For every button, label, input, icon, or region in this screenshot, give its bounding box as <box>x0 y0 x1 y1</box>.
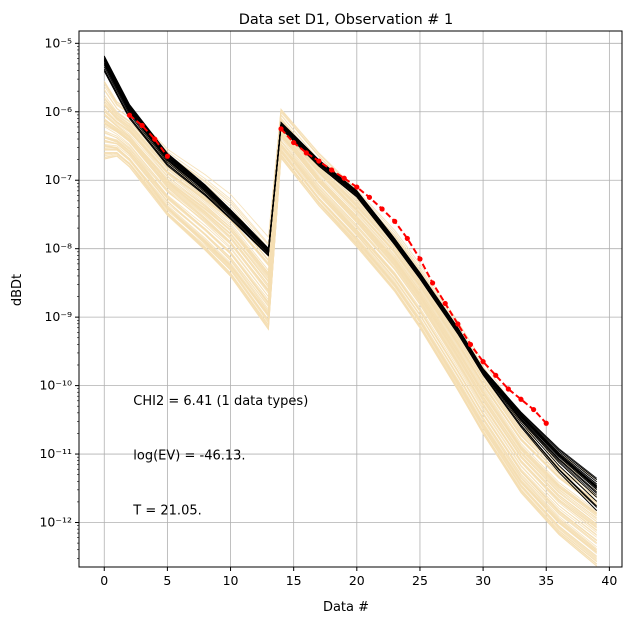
prior-curve <box>104 126 597 536</box>
posterior-curve <box>103 64 597 498</box>
posterior-curve <box>103 59 597 488</box>
plot-area <box>103 55 597 567</box>
prior-curve <box>104 114 597 526</box>
observed-point <box>455 321 461 327</box>
observed-point <box>164 153 170 159</box>
observed-point <box>493 372 499 378</box>
observed-line <box>280 128 547 424</box>
observed-point <box>518 396 524 402</box>
observed-point <box>480 359 486 365</box>
posterior-curve <box>103 60 597 489</box>
observed-point <box>404 235 410 242</box>
observed-point <box>392 218 398 224</box>
x-tick-label: 25 <box>412 573 428 588</box>
x-tick-label: 40 <box>601 573 617 588</box>
chart-title: Data set D1, Observation # 1 <box>239 12 454 28</box>
annotation-text: T = 21.05. <box>132 503 201 518</box>
y-tick-label: 10⁻¹⁰ <box>39 378 72 393</box>
y-tick-label: 10⁻⁹ <box>44 309 72 324</box>
x-tick-label: 20 <box>349 573 365 588</box>
posterior-curve <box>103 62 597 494</box>
observed-point <box>354 184 360 190</box>
y-tick-label: 10⁻⁸ <box>44 241 72 256</box>
x-tick-label: 5 <box>163 573 171 588</box>
observed-point <box>379 206 385 212</box>
axes: 0 5 10 15 20 25 30 35 40 10⁻¹² 10⁻¹¹ 10⁻¹⁰ 10⁻⁹ 10⁻⁸ 1… <box>39 30 623 588</box>
x-axis-label: Data # <box>323 600 369 615</box>
y-tick-label: 10⁻¹² <box>39 515 72 530</box>
posterior-curve <box>103 69 597 507</box>
y-tick-label: 10⁻⁵ <box>44 35 72 50</box>
x-tick-label: 30 <box>475 573 491 588</box>
prior-curve <box>104 152 597 552</box>
x-tick-label: 0 <box>100 573 108 588</box>
x-tick-label: 35 <box>538 573 554 588</box>
prior-curve <box>103 80 597 487</box>
annotations: CHI2 = 6.41 (1 data types) log(EV) = -46.… <box>132 394 308 519</box>
prior-curve <box>104 152 597 565</box>
posterior-curve <box>103 66 597 502</box>
axes-frame <box>78 30 623 568</box>
prior-curve <box>104 146 597 551</box>
observed-point <box>316 158 322 164</box>
annotation-text: CHI2 = 6.41 (1 data types) <box>133 394 308 409</box>
prior-curve <box>104 143 597 545</box>
observed-line <box>128 114 169 157</box>
prior-curve <box>103 100 597 499</box>
observed-point <box>126 112 133 118</box>
observed-point <box>467 341 474 348</box>
observed-point <box>278 126 284 132</box>
annotation-text: log(EV) = -46.13. <box>133 449 245 464</box>
posterior-curve <box>103 71 597 512</box>
observed-point <box>442 300 448 307</box>
posterior-curve <box>103 55 597 479</box>
observed-point <box>531 406 537 413</box>
observed-point <box>543 420 549 426</box>
posterior-curve <box>103 71 597 511</box>
prior-curve <box>103 105 597 514</box>
observed-point <box>291 139 297 146</box>
observed-point <box>505 386 511 392</box>
y-tick-label: 10⁻⁶ <box>44 104 72 119</box>
posterior-curve <box>103 58 597 485</box>
observed-point <box>366 194 373 200</box>
observed-point <box>429 280 436 286</box>
posterior-curve <box>103 62 597 494</box>
observed-point <box>328 167 335 173</box>
observed-point <box>139 122 145 129</box>
observed-point <box>341 175 347 181</box>
y-tick-label: 10⁻¹¹ <box>39 446 72 461</box>
y-tick-label: 10⁻⁷ <box>44 172 72 187</box>
x-tick-label: 15 <box>286 573 302 588</box>
observed-point <box>152 136 158 142</box>
y-axis-label: dBDt <box>10 274 25 306</box>
observed-point <box>303 150 309 156</box>
posterior-curve <box>103 61 597 491</box>
prior-curve <box>103 108 597 519</box>
x-tick-label: 10 <box>223 573 239 588</box>
prior-curve <box>104 137 597 535</box>
prior-curve <box>103 97 597 496</box>
prior-curve <box>104 154 597 553</box>
observed-point <box>417 256 423 262</box>
